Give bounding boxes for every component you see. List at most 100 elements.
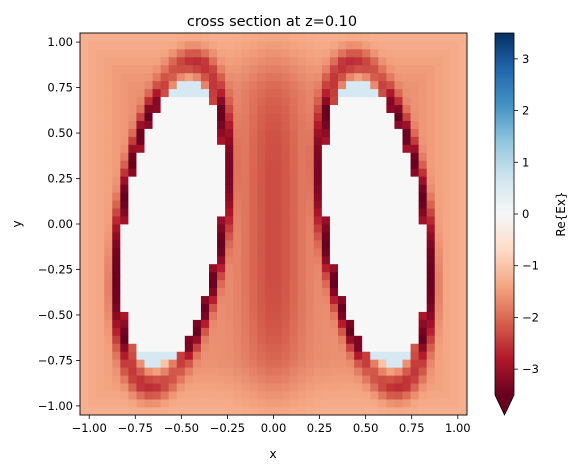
heatmap-cell <box>370 239 379 249</box>
heatmap-cell <box>354 56 363 66</box>
heatmap-cell <box>209 383 218 392</box>
heatmap-cell <box>362 271 371 281</box>
heatmap-cell <box>249 407 258 416</box>
heatmap-cell <box>200 231 210 241</box>
heatmap-cell <box>120 200 129 209</box>
heatmap-cell <box>80 271 89 281</box>
heatmap-cell <box>346 263 355 273</box>
heatmap-cell <box>168 216 178 225</box>
heatmap-cell <box>426 40 436 50</box>
heatmap-cell <box>273 383 282 392</box>
heatmap-cell <box>160 287 170 297</box>
heatmap-cell <box>450 263 460 273</box>
heatmap-cell <box>176 407 186 416</box>
heatmap-cell <box>176 303 186 312</box>
heatmap-cell <box>386 231 395 241</box>
heatmap-cell <box>313 208 323 217</box>
heatmap-cell <box>176 56 186 66</box>
heatmap-cell <box>80 192 89 201</box>
heatmap-cell <box>354 391 363 400</box>
heatmap-cell <box>338 295 347 304</box>
heatmap-cell <box>394 176 403 185</box>
heatmap-cell <box>370 383 379 392</box>
heatmap-cell <box>458 184 468 193</box>
heatmap-cell <box>241 104 250 113</box>
heatmap-cell <box>370 33 379 42</box>
heatmap-cell <box>144 343 153 352</box>
heatmap-cell <box>289 351 299 360</box>
heatmap-cell <box>192 128 202 137</box>
heatmap-cell <box>112 271 121 281</box>
heatmap-cell <box>394 40 403 50</box>
heatmap-cell <box>321 383 331 392</box>
heatmap-cell <box>249 96 258 106</box>
heatmap-cell <box>305 399 315 408</box>
heatmap-cell <box>305 96 315 106</box>
heatmap-cell <box>450 144 460 153</box>
heatmap-cell <box>184 176 194 185</box>
heatmap-cell <box>136 279 145 289</box>
heatmap-cell <box>313 399 323 408</box>
heatmap-cell <box>96 391 105 400</box>
heatmap-cell <box>378 383 387 392</box>
heatmap-cell <box>297 208 307 217</box>
heatmap-cell <box>354 48 363 58</box>
heatmap-cell <box>104 263 113 273</box>
heatmap-cell <box>362 40 371 50</box>
heatmap-cell <box>305 343 315 352</box>
heatmap-cell <box>80 247 89 257</box>
heatmap-cell <box>184 311 194 320</box>
heatmap-cell <box>378 303 387 312</box>
heatmap-cell <box>241 88 250 98</box>
heatmap-cell <box>378 367 387 376</box>
heatmap-cell <box>418 80 428 90</box>
heatmap-cell <box>249 247 258 257</box>
heatmap-cell <box>410 200 420 209</box>
heatmap-cell <box>152 335 162 344</box>
heatmap-cell <box>442 295 452 304</box>
heatmap-cell <box>192 343 202 352</box>
heatmap-cell <box>80 104 89 113</box>
heatmap-cell <box>329 152 339 161</box>
heatmap-cell <box>434 160 444 169</box>
heatmap-cell <box>192 184 202 193</box>
heatmap-cell <box>426 184 436 193</box>
heatmap-cell <box>305 152 315 161</box>
heatmap-cell <box>136 184 145 193</box>
heatmap-cell <box>305 311 315 320</box>
heatmap-cell <box>225 359 234 368</box>
heatmap-cell <box>289 144 299 153</box>
heatmap-cell <box>192 367 202 376</box>
heatmap-cell <box>88 271 97 281</box>
heatmap-cell <box>241 383 250 392</box>
heatmap-cell <box>450 128 460 137</box>
heatmap-cell <box>378 375 387 384</box>
heatmap-cell <box>144 367 153 376</box>
heatmap-cell <box>273 295 282 304</box>
heatmap-cell <box>160 343 170 352</box>
heatmap-cell <box>200 208 210 217</box>
heatmap-cell <box>257 263 266 273</box>
heatmap-cell <box>241 160 250 169</box>
heatmap-cell <box>402 255 411 265</box>
heatmap-cell <box>120 383 129 392</box>
heatmap-cell <box>128 184 137 193</box>
heatmap-cell <box>257 311 266 320</box>
heatmap-cell <box>168 263 178 273</box>
heatmap-cell <box>104 184 113 193</box>
heatmap-cell <box>144 327 153 336</box>
heatmap-cell <box>362 128 371 137</box>
heatmap-cell <box>394 120 403 129</box>
heatmap-cell <box>249 335 258 344</box>
heatmap-cell <box>289 160 299 169</box>
heatmap-cell <box>458 120 468 129</box>
heatmap-cell <box>80 208 89 217</box>
heatmap-cell <box>265 160 274 169</box>
heatmap-cell <box>96 88 105 98</box>
heatmap-cell <box>241 208 250 217</box>
heatmap-cell <box>217 128 226 137</box>
heatmap-cell <box>450 359 460 368</box>
heatmap-cell <box>209 224 218 233</box>
heatmap-cell <box>104 255 113 265</box>
heatmap-cell <box>168 367 178 376</box>
